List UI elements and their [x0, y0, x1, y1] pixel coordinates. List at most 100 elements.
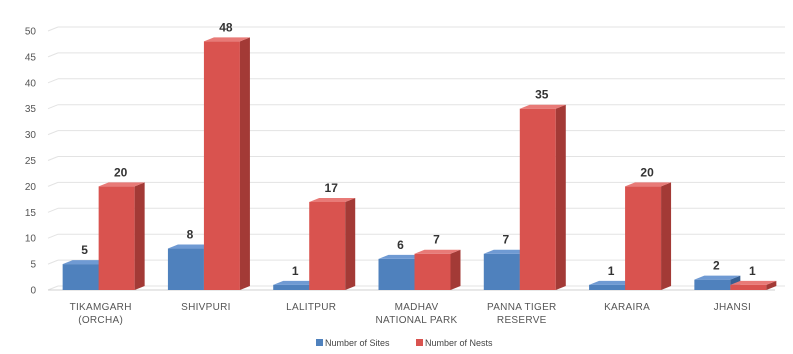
bar-sites-top [694, 275, 741, 280]
bar-nests-front [519, 108, 556, 290]
bar-nests-top [309, 197, 356, 202]
legend-swatch [316, 339, 323, 346]
bar-nests [625, 182, 672, 290]
bar-nests-side [766, 280, 777, 290]
category-label: SHIVPURI [181, 302, 231, 313]
bar-nests-side [239, 37, 250, 290]
category-label: NATIONAL PARK [375, 315, 457, 326]
gridline-side [47, 130, 59, 136]
bar-nests-front [625, 186, 662, 290]
bar-nests-top [414, 249, 461, 254]
legend-label: Number of Sites [325, 338, 390, 348]
bar-nests [309, 197, 356, 290]
gridline-side [47, 181, 59, 187]
data-label-sites: 1 [292, 264, 299, 278]
legend-swatch [416, 339, 423, 346]
legend: Number of Sites Number of Nests [316, 338, 493, 348]
category-label: (ORCHA) [78, 315, 123, 326]
category-label: PANNA TIGER [487, 302, 557, 313]
gridline-side [47, 285, 59, 291]
gridline-side [47, 207, 59, 213]
data-label-nests: 20 [640, 165, 654, 179]
gridline-side [47, 26, 59, 32]
bar-nests [519, 104, 566, 290]
y-tick-label: 20 [25, 182, 37, 193]
bar-nests-side [661, 182, 672, 290]
legend-label: Number of Nests [425, 338, 493, 348]
gridlines [47, 26, 785, 291]
bar-nests-top [98, 182, 145, 187]
bar-nests-front [309, 201, 346, 290]
bars [62, 37, 777, 290]
y-tick-label: 15 [25, 208, 37, 219]
gridline-side [47, 233, 59, 239]
bar-nests-front [730, 284, 767, 290]
gridline-side [47, 78, 59, 84]
category-label: TIKAMGARH [70, 302, 132, 313]
data-label-nests: 1 [749, 264, 756, 278]
bar-nests-front [98, 186, 135, 290]
bar-nests-side [555, 104, 566, 290]
bar-sites-top [378, 254, 425, 259]
data-label-sites: 2 [713, 259, 720, 273]
y-tick-label: 50 [25, 27, 37, 38]
bar-nests-side [345, 197, 356, 290]
data-labels: 5 20 8 48 1 17 6 7 7 35 1 20 2 1 [81, 20, 756, 277]
data-label-nests: 17 [325, 181, 339, 195]
data-label-sites: 6 [397, 238, 404, 252]
category-label: MADHAV [395, 302, 439, 313]
y-tick-label: 0 [30, 286, 36, 297]
y-tick-label: 35 [25, 104, 37, 115]
data-label-sites: 5 [81, 243, 88, 257]
bar-sites-front [378, 258, 415, 290]
y-tick-label: 30 [25, 130, 37, 141]
gridline-side [47, 104, 59, 110]
data-label-nests: 20 [114, 165, 128, 179]
y-tick-label: 25 [25, 156, 37, 167]
bar-nests-top [519, 104, 566, 109]
data-label-nests: 35 [535, 88, 549, 102]
bar-sites-top [167, 244, 214, 249]
bar-nests-side [450, 249, 461, 290]
gridline-side [47, 156, 59, 161]
bar-nests-top [730, 280, 777, 285]
gridline-side [47, 52, 59, 58]
bar-sites-front [589, 284, 626, 290]
gridline-side [47, 259, 59, 265]
bar-sites-top [589, 280, 636, 285]
bar-nests-front [414, 253, 451, 290]
bar-sites-front [167, 248, 204, 290]
category-label: KARAIRA [604, 302, 650, 313]
data-label-sites: 8 [187, 228, 194, 242]
bar-nests-top [203, 37, 250, 42]
bar-nests [98, 182, 145, 290]
bar-sites-top [483, 249, 530, 254]
data-label-nests: 48 [219, 20, 233, 34]
data-label-sites: 1 [608, 264, 615, 278]
bar-nests-side [134, 182, 145, 290]
bar-nests-top [625, 182, 672, 187]
bar-sites-front [694, 279, 731, 290]
bar-sites-top [273, 280, 320, 285]
bar-nests [203, 37, 250, 290]
bar-nests [414, 249, 461, 290]
bar-sites-front [273, 284, 310, 290]
bar-sites-front [483, 253, 520, 290]
bar-nests [730, 280, 777, 290]
y-axis: 0 5 10 15 20 25 30 35 40 45 50 [25, 27, 37, 297]
y-tick-label: 10 [25, 234, 37, 245]
y-tick-label: 40 [25, 78, 37, 89]
y-tick-label: 45 [25, 52, 37, 63]
category-label: LALITPUR [286, 302, 336, 313]
bar-sites-top [62, 260, 109, 265]
category-label: RESERVE [497, 315, 547, 326]
data-label-sites: 7 [502, 233, 509, 247]
bar-nests-front [203, 41, 240, 290]
bar-sites-front [62, 264, 99, 290]
y-tick-label: 5 [30, 260, 36, 271]
data-label-nests: 7 [433, 233, 440, 247]
category-label: JHANSI [714, 302, 751, 313]
category-labels: TIKAMGARH (ORCHA) SHIVPURI LALITPUR MADHAV NA… [70, 302, 751, 326]
